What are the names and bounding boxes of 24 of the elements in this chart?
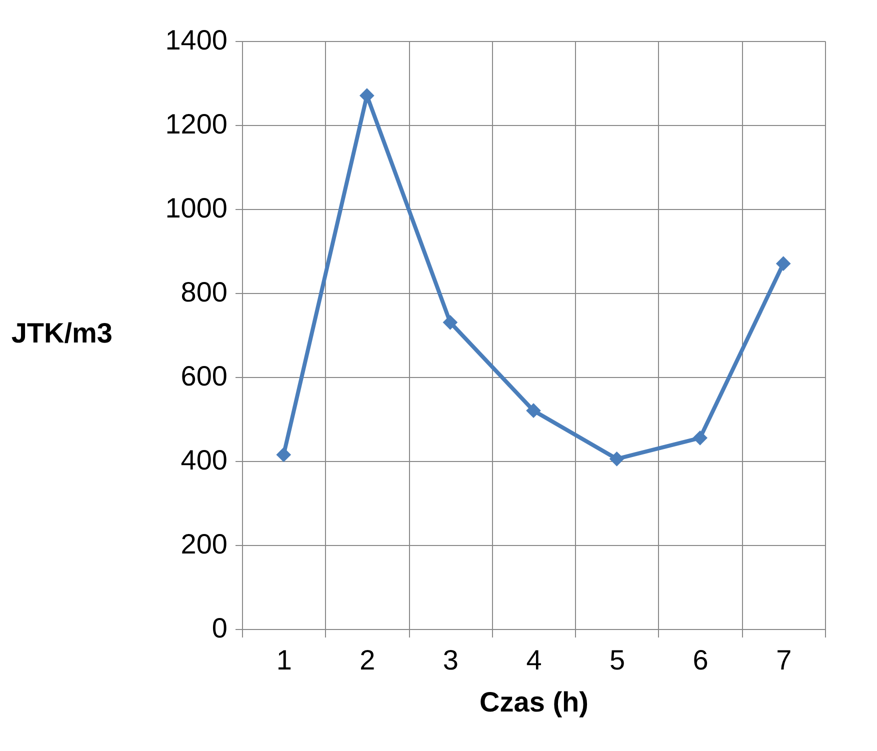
y-tick-label: 0 bbox=[212, 612, 228, 644]
y-tick-label: 400 bbox=[180, 444, 228, 476]
y-tick-label: 200 bbox=[180, 528, 228, 560]
x-tick-label: 2 bbox=[360, 644, 376, 676]
x-tick-label: 5 bbox=[609, 644, 626, 676]
y-tick-label: 600 bbox=[180, 360, 228, 392]
y-tick-label: 1400 bbox=[165, 24, 228, 56]
y-tick-label: 1000 bbox=[165, 192, 228, 224]
x-tick-label: 7 bbox=[776, 644, 792, 676]
x-tick-label: 3 bbox=[442, 644, 459, 676]
x-axis-title: Czas (h) bbox=[480, 686, 588, 718]
y-axis-title: JTK/m3 bbox=[11, 318, 112, 348]
x-tick-label: 1 bbox=[276, 644, 292, 676]
point bbox=[692, 430, 708, 446]
point bbox=[776, 256, 791, 272]
y-tick-label: 1200 bbox=[165, 108, 228, 140]
point bbox=[526, 403, 541, 418]
y-tick-label: 800 bbox=[180, 276, 228, 308]
point bbox=[276, 447, 292, 462]
x-tick-label: 6 bbox=[692, 644, 708, 676]
point bbox=[609, 451, 624, 466]
x-tick-label: 4 bbox=[526, 644, 542, 676]
point bbox=[442, 314, 458, 330]
point bbox=[360, 88, 374, 104]
